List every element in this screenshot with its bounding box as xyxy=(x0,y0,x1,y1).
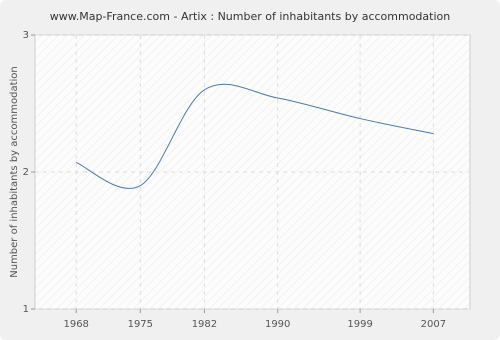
line xyxy=(76,83,434,189)
x-tick-label: 1982 xyxy=(192,319,217,330)
y-tick-label: 2 xyxy=(23,167,29,178)
y-axis-label: Number of inhabitants by accommodation xyxy=(9,66,20,278)
x-tick-label: 1999 xyxy=(347,319,372,330)
y-tick-label: 1 xyxy=(23,304,29,315)
x-tick-label: 1968 xyxy=(63,319,88,330)
y-tick-label: 3 xyxy=(23,30,29,41)
x-tick-label: 2007 xyxy=(421,319,446,330)
x-tick-label: 1975 xyxy=(128,319,153,330)
chart-title: www.Map-France.com - Artix : Number of i… xyxy=(50,10,450,23)
x-tick-label: 1990 xyxy=(265,319,290,330)
